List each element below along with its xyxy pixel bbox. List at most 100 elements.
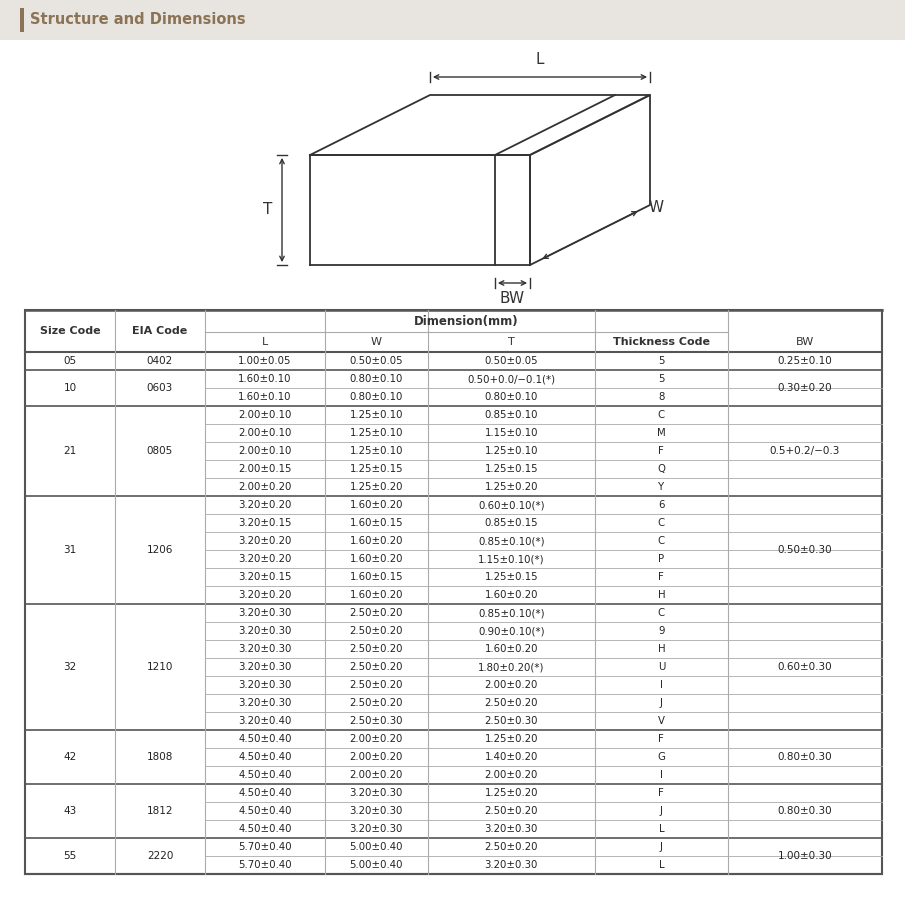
Text: 1.15±0.10: 1.15±0.10 (484, 428, 538, 438)
Text: 10: 10 (63, 383, 77, 393)
Text: 1.25±0.15: 1.25±0.15 (484, 572, 538, 582)
Text: 42: 42 (63, 752, 77, 762)
Text: V: V (658, 716, 665, 726)
Text: 32: 32 (63, 662, 77, 672)
Text: 0.80±0.10: 0.80±0.10 (349, 374, 403, 384)
Text: 0.90±0.10(*): 0.90±0.10(*) (478, 626, 545, 636)
Text: 1.60±0.20: 1.60±0.20 (484, 644, 538, 654)
Text: 05: 05 (63, 356, 77, 366)
Text: 0402: 0402 (147, 356, 173, 366)
Text: T: T (262, 203, 272, 217)
Text: 3.20±0.30: 3.20±0.30 (238, 608, 291, 618)
Text: 5: 5 (658, 374, 664, 384)
Text: 1.25±0.20: 1.25±0.20 (484, 734, 538, 744)
Text: 55: 55 (63, 851, 77, 861)
Text: 6: 6 (658, 500, 664, 510)
Text: 2.50±0.20: 2.50±0.20 (484, 806, 538, 816)
Text: 2.50±0.20: 2.50±0.20 (349, 644, 403, 654)
Text: 2.00±0.10: 2.00±0.10 (238, 446, 291, 456)
Text: 0.25±0.10: 0.25±0.10 (777, 356, 833, 366)
Text: 1.15±0.10(*): 1.15±0.10(*) (478, 554, 545, 564)
Text: 2.00±0.10: 2.00±0.10 (238, 410, 291, 420)
Text: 0.60±0.30: 0.60±0.30 (777, 662, 833, 672)
Text: 4.50±0.40: 4.50±0.40 (238, 788, 291, 798)
Text: 0.50±0.05: 0.50±0.05 (349, 356, 404, 366)
Text: 2.50±0.20: 2.50±0.20 (349, 680, 403, 690)
Text: 1.25±0.10: 1.25±0.10 (484, 446, 538, 456)
Text: 1.25±0.10: 1.25±0.10 (349, 410, 403, 420)
Text: 4.50±0.40: 4.50±0.40 (238, 734, 291, 744)
Text: 3.20±0.30: 3.20±0.30 (349, 824, 403, 834)
Text: 3.20±0.30: 3.20±0.30 (238, 680, 291, 690)
Text: 1812: 1812 (147, 806, 173, 816)
Text: M: M (657, 428, 666, 438)
Text: H: H (658, 644, 665, 654)
Text: 2.50±0.20: 2.50±0.20 (484, 698, 538, 708)
Text: 3.20±0.30: 3.20±0.30 (238, 626, 291, 636)
Text: Thickness Code: Thickness Code (613, 337, 710, 347)
Text: 5: 5 (658, 356, 664, 366)
Text: 0603: 0603 (147, 383, 173, 393)
Text: 9: 9 (658, 626, 664, 636)
Text: 0.50+0.0/−0.1(*): 0.50+0.0/−0.1(*) (467, 374, 556, 384)
Text: 2.00±0.10: 2.00±0.10 (238, 428, 291, 438)
Text: C: C (658, 410, 665, 420)
Text: 1.00±0.30: 1.00±0.30 (777, 851, 833, 861)
Text: 4.50±0.40: 4.50±0.40 (238, 752, 291, 762)
Text: 5.70±0.40: 5.70±0.40 (238, 842, 291, 852)
Bar (25, 310, 882, 874)
Text: 0.80±0.10: 0.80±0.10 (349, 392, 403, 402)
Text: 0.50±0.05: 0.50±0.05 (484, 356, 538, 366)
Text: Q: Q (657, 464, 665, 474)
Text: 3.20±0.20: 3.20±0.20 (238, 500, 291, 510)
Text: 0.80±0.30: 0.80±0.30 (777, 752, 833, 762)
Text: I: I (660, 770, 662, 780)
Text: 2.00±0.20: 2.00±0.20 (349, 770, 403, 780)
Text: 1.60±0.15: 1.60±0.15 (349, 518, 404, 528)
Text: L: L (659, 860, 664, 870)
Text: 0805: 0805 (147, 446, 173, 456)
Text: 2.00±0.20: 2.00±0.20 (349, 752, 403, 762)
Text: 4.50±0.40: 4.50±0.40 (238, 824, 291, 834)
Text: T: T (508, 337, 515, 347)
Text: 2.50±0.20: 2.50±0.20 (349, 608, 403, 618)
Text: U: U (658, 662, 665, 672)
Bar (20, 8, 24, 32)
Text: 1.60±0.20: 1.60±0.20 (484, 590, 538, 600)
Text: 0.85±0.10(*): 0.85±0.10(*) (478, 536, 545, 546)
Text: 3.20±0.30: 3.20±0.30 (238, 644, 291, 654)
Text: 43: 43 (63, 806, 77, 816)
Text: 21: 21 (63, 446, 77, 456)
Text: 5.70±0.40: 5.70±0.40 (238, 860, 291, 870)
Text: 3.20±0.20: 3.20±0.20 (238, 590, 291, 600)
Text: W: W (371, 337, 382, 347)
Text: 1808: 1808 (147, 752, 173, 762)
Text: 2.00±0.20: 2.00±0.20 (485, 680, 538, 690)
Text: 0.50±0.30: 0.50±0.30 (777, 545, 833, 555)
Text: 2.50±0.30: 2.50±0.30 (484, 716, 538, 726)
Text: 4.50±0.40: 4.50±0.40 (238, 806, 291, 816)
Text: 1.60±0.20: 1.60±0.20 (349, 554, 403, 564)
Text: EIA Code: EIA Code (132, 326, 187, 336)
Text: 1.25±0.15: 1.25±0.15 (349, 464, 404, 474)
Text: 1.25±0.10: 1.25±0.10 (349, 446, 403, 456)
Text: 3.20±0.20: 3.20±0.20 (238, 554, 291, 564)
Text: F: F (659, 446, 664, 456)
Text: 0.85±0.15: 0.85±0.15 (484, 518, 538, 528)
Text: H: H (658, 590, 665, 600)
Text: 0.80±0.10: 0.80±0.10 (485, 392, 538, 402)
Text: 1.60±0.20: 1.60±0.20 (349, 536, 403, 546)
Text: 1.40±0.20: 1.40±0.20 (485, 752, 538, 762)
Text: Structure and Dimensions: Structure and Dimensions (30, 13, 245, 27)
Text: 3.20±0.30: 3.20±0.30 (349, 806, 403, 816)
Text: 1.60±0.10: 1.60±0.10 (238, 392, 291, 402)
Text: 3.20±0.30: 3.20±0.30 (238, 662, 291, 672)
Text: 3.20±0.15: 3.20±0.15 (238, 572, 291, 582)
Text: 2.00±0.20: 2.00±0.20 (238, 482, 291, 492)
Text: 2220: 2220 (147, 851, 173, 861)
Text: 0.30±0.20: 0.30±0.20 (777, 383, 833, 393)
Text: 0.85±0.10(*): 0.85±0.10(*) (478, 608, 545, 618)
Text: 3.20±0.30: 3.20±0.30 (485, 860, 538, 870)
Text: 2.00±0.15: 2.00±0.15 (238, 464, 291, 474)
Text: 0.60±0.10(*): 0.60±0.10(*) (478, 500, 545, 510)
